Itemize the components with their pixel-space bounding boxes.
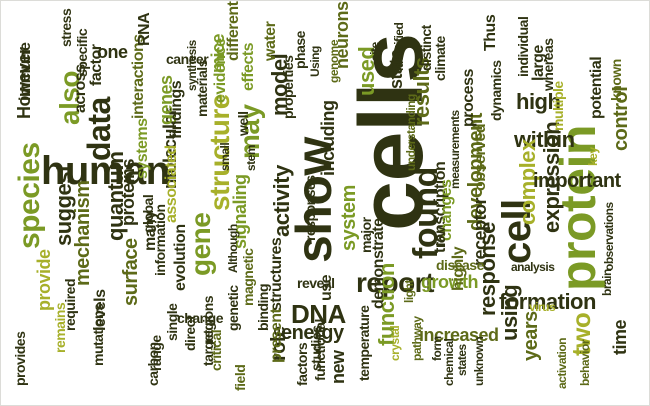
word-gene: gene [185,212,216,276]
word-brain: brain [600,269,614,296]
word-activity: activity [269,165,294,237]
word-functional: functional [312,319,328,381]
word-behavior: behavior [578,339,592,386]
word-new: new [328,350,348,384]
word-dynamics: dynamics [488,60,504,121]
word-required: required [62,278,78,331]
word-thus: Thus [482,14,499,51]
word-phase: phase [292,31,308,69]
word-dna: DNA [291,299,346,329]
word-one: one [97,42,128,62]
word-multiple: multiple [550,81,566,131]
word-small: small [218,142,232,171]
word-unknown: unknown [472,336,486,386]
word-factors: factors [294,342,310,386]
word-structures: structures [268,237,285,311]
word-formation: formation [499,289,596,314]
word-regions: regions [200,295,216,343]
word-stress: stress [58,8,74,47]
word-light: light [402,280,416,303]
word-years: years [520,311,542,361]
word-pathway: pathway [410,316,424,361]
word-binding: binding [255,283,271,331]
word-provide: provide [34,249,54,311]
word-observations: observations [602,202,616,271]
word-receptor: receptor [470,197,490,266]
word-report: report [356,267,434,298]
word-individual: individual [515,16,531,77]
word-distinct: distinct [418,25,434,71]
word-mutations: mutations [90,303,106,366]
word-activation: activation [555,337,569,389]
word-stem: stem [244,144,258,171]
word-responses: responses [302,175,318,241]
word-factor: factor [88,44,105,86]
word-time: time [610,319,630,355]
word-increased: increased [419,325,499,345]
word-global: global [140,194,156,233]
word-observed: observed [472,123,489,191]
word-including: including [318,100,338,177]
word-low: low [434,227,448,247]
word-measurements: measurements [448,110,462,189]
word-synthesis: synthesis [185,40,199,91]
word-genetic: genetic [225,285,241,331]
word-growth: growth [421,272,479,292]
word-field: field [232,364,248,391]
word-chemical: chemical [442,338,456,386]
word-important: important [533,170,621,192]
word-water: water [262,21,279,61]
word-effects: effects [240,42,257,91]
word-major: major [358,217,374,253]
word-reveal: reveal [297,275,335,291]
word-immune: immune [17,42,34,101]
word-specific: specific [74,28,90,77]
word-known: known [608,59,624,101]
word-site: site [368,42,382,61]
word-climate: climate [432,36,448,81]
word-using: Using [308,46,322,77]
word-present: present [268,308,285,363]
word-high: high [516,89,561,114]
word-energy: energy [281,322,344,344]
word-crystal: crystal [388,325,402,361]
word-cancer: cancer [166,51,209,67]
word-potential: potential [588,56,605,119]
word-carbon: carbon [145,342,161,386]
word-disease: disease [436,257,484,273]
word-key: key [586,147,600,166]
word-understanding: understanding [404,94,418,171]
word-change: change [177,310,224,326]
word-provides: provides [12,331,28,386]
word-evolution: evolution [172,224,189,291]
word-states: states [455,344,469,376]
word-although: Although [226,224,240,273]
word-systems: systems [134,118,151,179]
word-analysis: analysis [511,260,555,274]
word-well: well [235,111,251,136]
word-surface: surface [120,238,142,306]
word-genome: genome [327,39,341,83]
word-virus: virus [529,300,556,314]
word-mechanism: mechanism [72,180,94,286]
word-process: process [460,69,477,127]
word-temperature: temperature [356,305,372,381]
word-identified: identified [392,22,406,71]
word-findings: findings [168,80,185,139]
word-system: system [338,185,360,251]
word-magnetic: magnetic [240,248,256,306]
word-human: human [41,149,170,193]
word-interactions: interactions [130,34,147,119]
word-species: species [13,142,46,249]
word-rna: RNA [136,12,153,46]
word-within: within [514,127,575,152]
